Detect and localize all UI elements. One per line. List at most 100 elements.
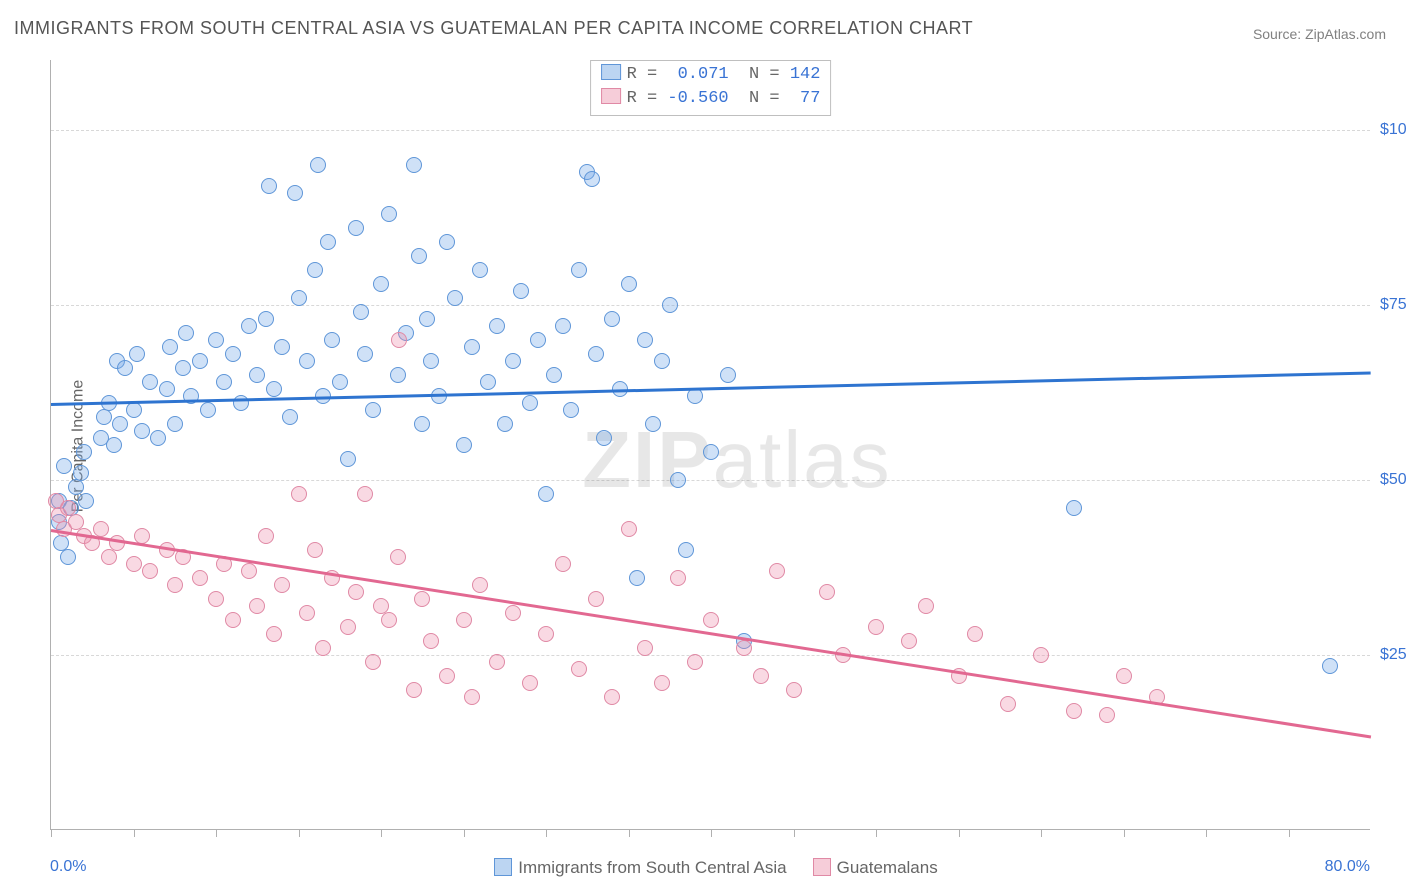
y-tick-label: $100,000 (1380, 121, 1406, 139)
data-point (703, 612, 719, 628)
data-point (266, 626, 282, 642)
data-point (736, 640, 752, 656)
data-point (287, 185, 303, 201)
data-point (96, 409, 112, 425)
gridline (51, 130, 1370, 131)
data-point (150, 430, 166, 446)
data-point (200, 402, 216, 418)
data-point (588, 591, 604, 607)
data-point (1116, 668, 1132, 684)
data-point (101, 549, 117, 565)
data-point (584, 171, 600, 187)
data-point (167, 416, 183, 432)
data-point (208, 591, 224, 607)
data-point (129, 346, 145, 362)
x-tick (711, 829, 712, 837)
x-tick (1206, 829, 1207, 837)
data-point (216, 374, 232, 390)
data-point (274, 339, 290, 355)
data-point (142, 563, 158, 579)
data-point (142, 374, 158, 390)
x-tick (1124, 829, 1125, 837)
data-point (192, 570, 208, 586)
data-point (365, 402, 381, 418)
data-point (555, 556, 571, 572)
x-tick (1289, 829, 1290, 837)
data-point (464, 689, 480, 705)
data-point (819, 584, 835, 600)
chart-source: Source: ZipAtlas.com (1253, 26, 1386, 42)
legend-label: Guatemalans (837, 858, 938, 877)
data-point (106, 437, 122, 453)
x-tick (381, 829, 382, 837)
data-point (162, 339, 178, 355)
data-point (373, 276, 389, 292)
data-point (348, 220, 364, 236)
data-point (1066, 703, 1082, 719)
data-point (538, 626, 554, 642)
data-point (480, 374, 496, 390)
data-point (868, 619, 884, 635)
data-point (1322, 658, 1338, 674)
data-point (522, 675, 538, 691)
data-point (159, 381, 175, 397)
data-point (414, 591, 430, 607)
data-point (497, 416, 513, 432)
data-point (753, 668, 769, 684)
data-point (307, 262, 323, 278)
data-point (621, 521, 637, 537)
data-point (167, 577, 183, 593)
data-point (381, 612, 397, 628)
data-point (447, 290, 463, 306)
data-point (439, 668, 455, 684)
data-point (60, 549, 76, 565)
data-point (703, 444, 719, 460)
data-point (357, 346, 373, 362)
data-point (315, 640, 331, 656)
data-point (178, 325, 194, 341)
data-point (687, 654, 703, 670)
y-tick-label: $75,000 (1380, 296, 1406, 314)
x-tick (546, 829, 547, 837)
data-point (68, 479, 84, 495)
x-tick (134, 829, 135, 837)
x-tick (959, 829, 960, 837)
data-point (472, 577, 488, 593)
data-point (390, 549, 406, 565)
data-point (134, 423, 150, 439)
data-point (414, 416, 430, 432)
data-point (769, 563, 785, 579)
legend-swatch (494, 858, 512, 876)
data-point (918, 598, 934, 614)
data-point (654, 675, 670, 691)
data-point (78, 493, 94, 509)
data-point (126, 556, 142, 572)
x-tick (464, 829, 465, 837)
data-point (208, 332, 224, 348)
data-point (505, 605, 521, 621)
data-point (56, 458, 72, 474)
y-tick-label: $50,000 (1380, 471, 1406, 489)
data-point (249, 598, 265, 614)
data-point (522, 395, 538, 411)
gridline (51, 655, 1370, 656)
x-tick (876, 829, 877, 837)
data-point (340, 451, 356, 467)
data-point (439, 234, 455, 250)
data-point (282, 409, 298, 425)
data-point (353, 304, 369, 320)
y-tick-label: $25,000 (1380, 646, 1406, 664)
data-point (324, 332, 340, 348)
data-point (391, 332, 407, 348)
data-point (472, 262, 488, 278)
data-point (291, 486, 307, 502)
data-point (357, 486, 373, 502)
data-point (1033, 647, 1049, 663)
gridline (51, 305, 1370, 306)
chart-title: IMMIGRANTS FROM SOUTH CENTRAL ASIA VS GU… (14, 18, 973, 39)
watermark: ZIPatlas (582, 414, 891, 506)
data-point (901, 633, 917, 649)
data-point (530, 332, 546, 348)
data-point (261, 178, 277, 194)
data-point (637, 640, 653, 656)
